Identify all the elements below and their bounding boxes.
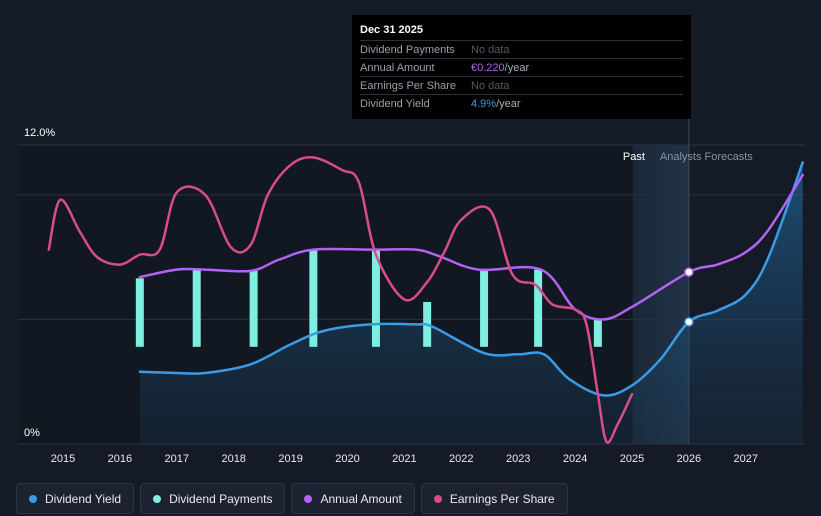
- legend-label: Earnings Per Share: [449, 491, 555, 506]
- tooltip-label: Annual Amount: [360, 61, 435, 74]
- tooltip-date: Dec 31 2025: [360, 24, 423, 36]
- dividend-payment-bar: [192, 268, 201, 347]
- dividend-yield-area: [139, 162, 803, 445]
- legend-dot-icon: [304, 494, 313, 503]
- dividend-payment-bar: [371, 249, 380, 347]
- x-tick-label: 2022: [449, 453, 473, 465]
- past-label: Past: [623, 151, 645, 163]
- legend-item-eps[interactable]: Earnings Per Share: [420, 483, 568, 514]
- x-tick-label: 2021: [392, 453, 416, 465]
- x-tick-label: 2024: [563, 453, 587, 465]
- dividend-yield-line: [138, 161, 804, 397]
- x-tick-label: 2027: [734, 453, 758, 465]
- legend-label: Dividend Payments: [169, 491, 273, 506]
- dividend-payment-bar: [249, 270, 258, 347]
- tooltip-label: Dividend Payments: [360, 43, 455, 56]
- x-tick-label: 2018: [221, 453, 245, 465]
- tooltip-row-annual-amount: Annual Amount €0.220/year: [360, 58, 683, 76]
- x-tick-label: 2026: [677, 453, 701, 465]
- tooltip-value: No data: [471, 79, 510, 92]
- dividend-payment-bar: [480, 269, 489, 347]
- tooltip-value: €0.220: [471, 61, 505, 74]
- annual-amount-line: [138, 173, 804, 321]
- x-tick-label: 2025: [620, 453, 644, 465]
- x-tick-label: 2016: [108, 453, 132, 465]
- dividend-yield-marker: [684, 317, 694, 327]
- x-tick-label: 2015: [51, 453, 75, 465]
- legend-item-dividend-payments[interactable]: Dividend Payments: [140, 483, 286, 514]
- legend-dot-icon: [433, 494, 442, 503]
- legend: Dividend Yield Dividend Payments Annual …: [16, 483, 568, 515]
- tooltip-row-dividend-payments: Dividend Payments No data: [360, 40, 683, 58]
- dividend-payment-bar: [135, 278, 144, 347]
- y-tick-label-bottom: 0%: [24, 427, 40, 439]
- x-tick-label: 2023: [506, 453, 530, 465]
- dividend-payment-bar: [534, 269, 543, 347]
- tooltip-value: 4.9%: [471, 97, 497, 110]
- tooltip-row-eps: Earnings Per Share No data: [360, 76, 683, 94]
- tooltip-label: Earnings Per Share: [360, 79, 456, 92]
- tooltip-row-dividend-yield: Dividend Yield 4.9%/year: [360, 94, 683, 112]
- tooltip: Dec 31 2025 Dividend Payments No data An…: [352, 15, 691, 119]
- x-tick-label: 2017: [165, 453, 189, 465]
- tooltip-label: Dividend Yield: [360, 97, 430, 110]
- legend-dot-icon: [153, 494, 162, 503]
- x-tick-label: 2019: [278, 453, 302, 465]
- x-tick-label: 2020: [335, 453, 359, 465]
- forecast-label: Analysts Forecasts: [660, 151, 753, 163]
- legend-label: Annual Amount: [320, 491, 402, 506]
- tooltip-value: No data: [471, 43, 510, 56]
- tooltip-unit: /year: [504, 61, 530, 74]
- legend-dot-icon: [29, 494, 37, 503]
- legend-label: Dividend Yield: [45, 491, 122, 506]
- annual-amount-marker: [684, 267, 694, 277]
- dividend-payment-bar: [309, 249, 318, 347]
- y-tick-label-top: 12.0%: [24, 127, 55, 139]
- dividend-payment-bar: [593, 319, 602, 347]
- eps-line: [47, 156, 634, 444]
- tooltip-unit: /year: [496, 97, 521, 110]
- legend-item-annual-amount[interactable]: Annual Amount: [291, 483, 415, 514]
- legend-item-dividend-yield[interactable]: Dividend Yield: [16, 483, 135, 514]
